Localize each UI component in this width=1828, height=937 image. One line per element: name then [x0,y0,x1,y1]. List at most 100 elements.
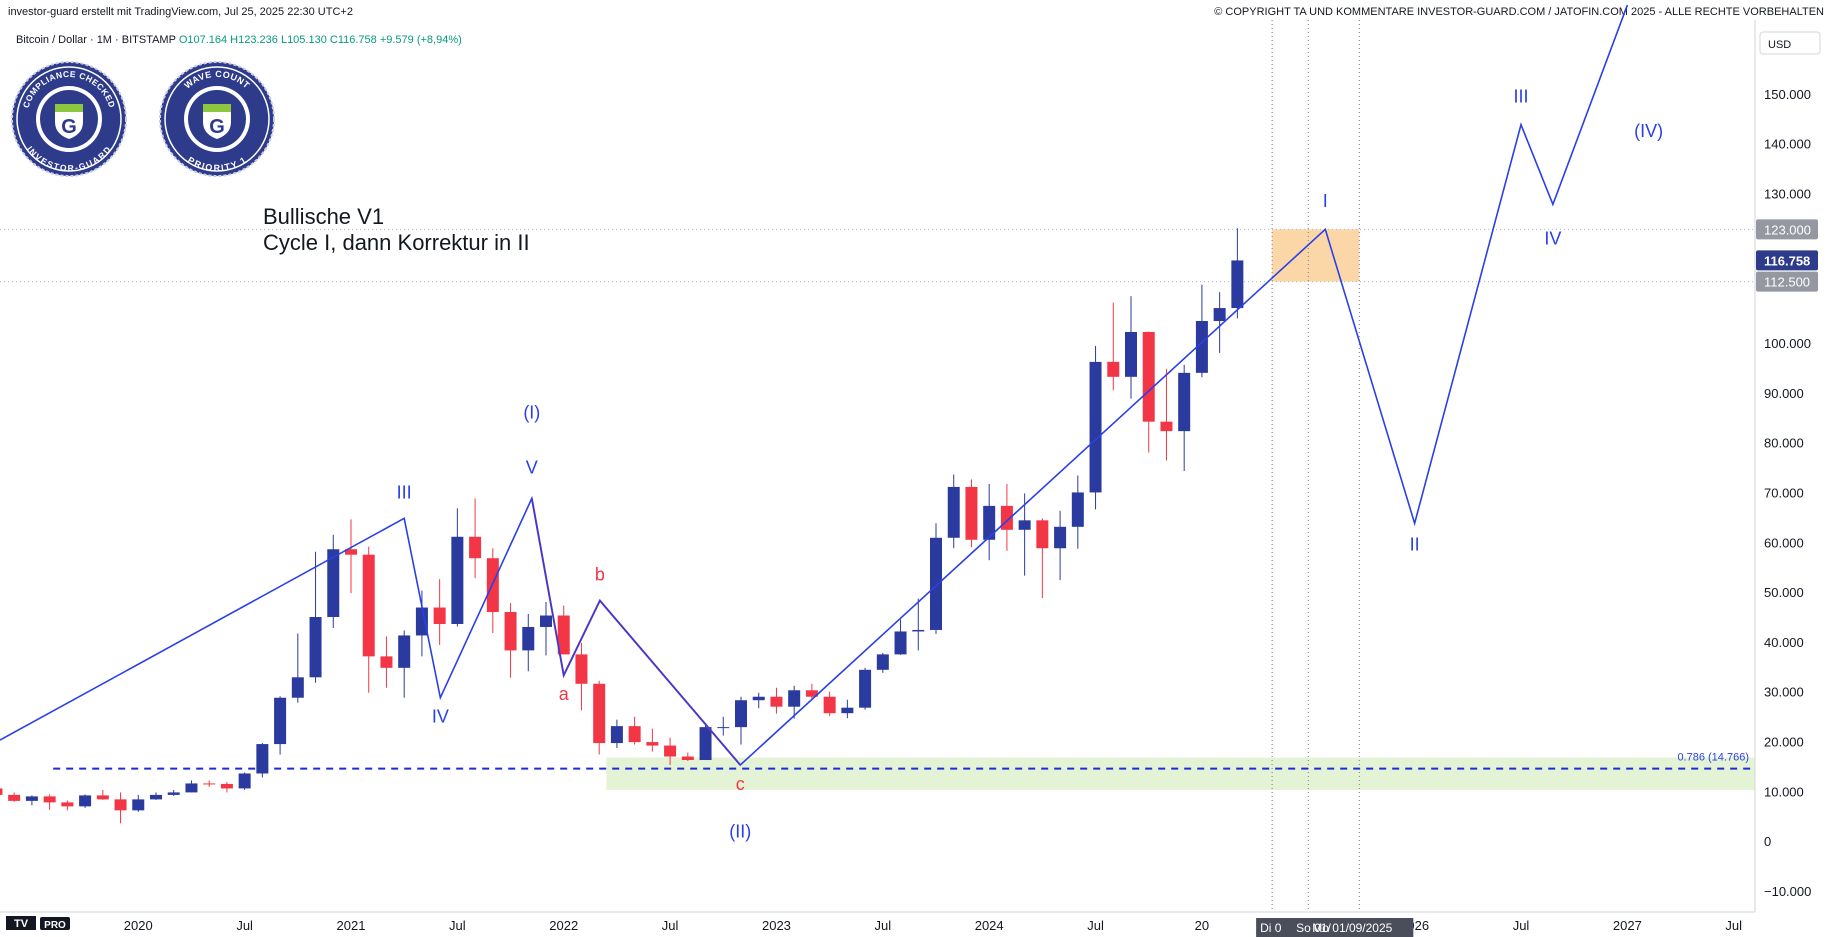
time-label-box [1256,918,1414,937]
x-tick-label: 2020 [124,918,153,933]
support-zone [606,757,1755,790]
candle-body [8,794,21,801]
chart-title: Bullische V1 [263,204,384,229]
candle-body [823,696,836,714]
wave-label: IV [1544,228,1561,248]
x-tick-label: 2024 [975,918,1004,933]
tradingview-logo: TV PRO [6,916,70,931]
candle-body [752,696,765,701]
candle-body [380,656,393,668]
candle [628,716,641,745]
y-tick-label: 150.000 [1764,87,1811,102]
candle-body [894,631,907,655]
candle [522,614,535,672]
candle [309,551,322,683]
elliott-wave-line [0,4,1629,767]
candle [557,605,570,655]
candle-body [610,726,623,744]
candle-body [522,626,535,651]
svg-text:G: G [61,116,77,138]
candle [167,789,180,796]
candle [1071,475,1084,549]
candle [540,602,552,656]
candle-body [61,802,74,807]
candle-body [398,635,411,668]
candle [203,780,216,787]
candle [132,794,145,812]
candle-body [1018,520,1031,530]
candle-body [930,537,942,630]
candle [1054,510,1067,581]
candle [1195,284,1208,378]
compliance-badge: G COMPLIANCE CHECKED INVESTOR-GUARD [11,61,127,177]
candle [752,692,765,709]
x-tick-label: 2022 [549,918,578,933]
candle-body [593,683,606,744]
candle [1231,228,1244,319]
candle [79,794,92,808]
candle [451,508,464,627]
wave-label: III [1513,86,1528,106]
tv-logo-text: TV [14,918,29,930]
candle [291,633,304,703]
candle-body [1071,492,1084,527]
time-label: Mo 01/09/2025 [1312,921,1392,935]
candle [823,691,836,717]
x-tick-label: 2027 [1613,918,1642,933]
candle [61,800,74,811]
candle-body [132,799,145,811]
candle-body [96,795,109,800]
candle-body [628,726,641,743]
x-tick-label: 2023 [762,918,791,933]
price-tag-label: 112.500 [1764,275,1810,290]
y-tick-label: 10.000 [1764,784,1804,799]
candle [1036,518,1049,599]
time-label: Di 0 [1260,921,1282,935]
symbol-info: Bitcoin / Dollar · 1M · BITSTAMP O107.16… [16,34,462,46]
candle-body [79,795,92,807]
candle [433,579,446,645]
wave-count-badge: G WAVE COUNT PRIORITY 1 [159,61,275,177]
candle-body [114,799,127,811]
candle [469,498,482,579]
candle-body [256,744,269,774]
candle [362,546,375,693]
candle-body [770,696,783,707]
candle [1089,345,1102,510]
candle [25,795,38,806]
candle-body [646,742,659,746]
candle-body [291,677,304,698]
candle [1213,292,1226,353]
candle [983,483,996,561]
candle [274,696,287,755]
candle [930,523,942,634]
candle-body [699,727,712,761]
candle [610,719,623,749]
candle-body [965,486,978,540]
y-tick-label: 80.000 [1764,436,1804,451]
candle-body [309,617,322,678]
fib-label: 0.786 (14.766) [1677,752,1749,764]
candle [8,792,21,802]
candle [415,590,428,657]
svg-text:G: G [209,116,225,138]
candle-body [540,615,552,627]
x-tick-label: Jul [1087,918,1104,933]
candle-body [1107,361,1120,377]
wave-label: IV [432,707,449,727]
x-tick-label: 20 [1195,918,1209,933]
candle [96,789,109,800]
price-tag [1756,219,1818,240]
candle-body [25,796,38,801]
candle [1178,364,1191,471]
x-tick-label: Jul [1513,918,1530,933]
candle-body [575,654,588,684]
tv-logo-mark [6,916,36,930]
candle-body [43,796,56,803]
candle-body [1142,331,1155,422]
candle [380,636,393,688]
candle-body [451,536,464,624]
candle [0,788,3,795]
candle [1107,302,1120,391]
